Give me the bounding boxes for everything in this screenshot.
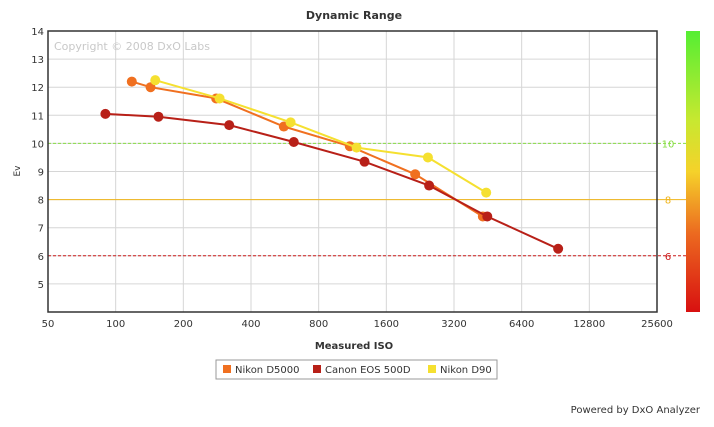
data-point[interactable]: [285, 117, 296, 128]
y-tick-label: 11: [31, 111, 44, 122]
legend-swatch: [223, 365, 231, 373]
data-point[interactable]: [359, 156, 370, 167]
grid: [48, 31, 657, 312]
data-point[interactable]: [153, 111, 164, 122]
color-scale-bar: [686, 31, 700, 312]
x-axis-title: Measured ISO: [315, 341, 393, 352]
reference-labels: 10 8 6: [662, 139, 675, 262]
x-tick-label: 12800: [573, 319, 605, 330]
y-tick-label: 14: [31, 27, 44, 38]
legend-box: [215, 359, 498, 380]
x-tick-label: 3200: [441, 319, 466, 330]
data-point[interactable]: [481, 187, 492, 198]
legend-label[interactable]: Nikon D5000: [235, 365, 299, 376]
x-tick-label: 400: [241, 319, 260, 330]
data-point[interactable]: [126, 76, 137, 87]
x-tick-label: 6400: [509, 319, 534, 330]
data-point[interactable]: [224, 120, 235, 131]
x-tick-label: 800: [309, 319, 328, 330]
x-tick-label: 100: [106, 319, 125, 330]
x-tick-label: 1600: [374, 319, 399, 330]
data-point[interactable]: [150, 75, 161, 86]
reference-lines: [48, 142, 686, 257]
legend-label[interactable]: Canon EOS 500D: [325, 365, 411, 376]
y-tick-label: 9: [38, 168, 44, 179]
reference-label-6: 6: [665, 252, 671, 263]
legend-swatch: [313, 365, 321, 373]
series-2: [150, 75, 492, 198]
y-tick-label: 6: [38, 252, 44, 263]
series-line: [131, 80, 484, 218]
plot-frame: [47, 30, 658, 313]
data-point[interactable]: [424, 180, 435, 191]
series-1: [100, 108, 564, 254]
y-tick-label: 13: [31, 55, 44, 66]
y-tick-label: 10: [31, 139, 44, 150]
chart-title: Dynamic Range: [306, 9, 402, 22]
data-point[interactable]: [145, 82, 156, 93]
x-tick-label: 25600: [641, 319, 673, 330]
series-layer: [100, 75, 564, 254]
data-point[interactable]: [214, 93, 225, 104]
x-tick-label: 200: [174, 319, 193, 330]
legend: Nikon D5000 Canon EOS 500D Nikon D90: [223, 365, 492, 376]
series-line: [154, 79, 487, 194]
y-tick-label: 7: [38, 224, 44, 235]
data-point[interactable]: [410, 169, 421, 180]
y-tick-label: 8: [38, 196, 44, 207]
data-point[interactable]: [553, 243, 564, 254]
data-point[interactable]: [482, 211, 493, 222]
y-tick-label: 12: [31, 83, 44, 94]
data-point[interactable]: [100, 108, 111, 119]
x-tick-label: 50: [42, 319, 55, 330]
legend-swatch: [428, 365, 436, 373]
data-point[interactable]: [288, 136, 299, 147]
reference-label-10: 10: [662, 139, 675, 150]
y-tick-labels: 5 6 7 8 9 10 11 12 13 14: [31, 27, 44, 291]
y-tick-label: 5: [38, 280, 44, 291]
series-line: [105, 112, 559, 250]
watermark: Copyright © 2008 DxO Labs: [54, 40, 210, 53]
legend-label[interactable]: Nikon D90: [440, 365, 492, 376]
y-axis-label: Ev: [13, 165, 23, 177]
powered-by: Powered by DxO Analyzer: [571, 405, 701, 416]
reference-label-8: 8: [665, 196, 671, 207]
x-tick-labels: 50 100 200 400 800 1600 3200 6400 12800 25600: [42, 319, 673, 330]
data-point[interactable]: [351, 142, 362, 153]
data-point[interactable]: [422, 152, 433, 163]
